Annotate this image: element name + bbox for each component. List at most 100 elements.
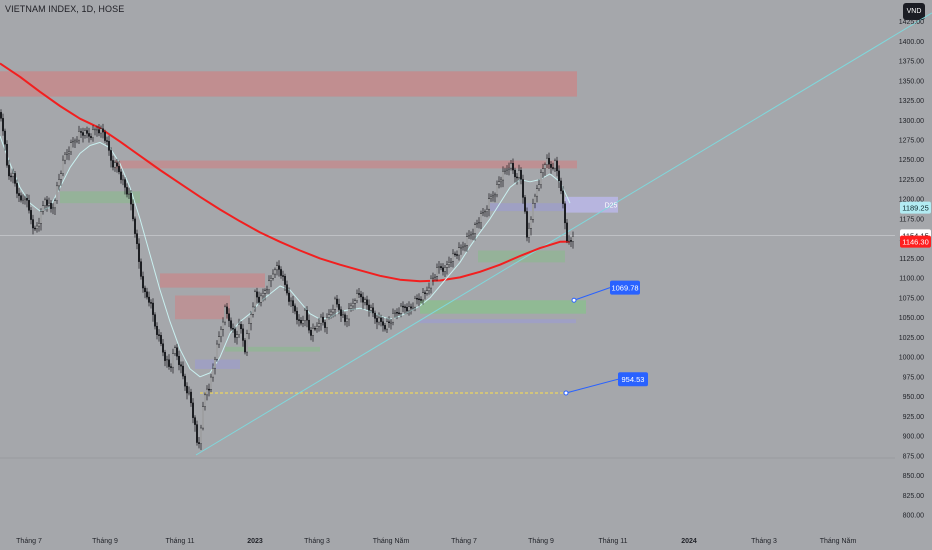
candle-body: [496, 184, 499, 196]
candle-body: [554, 160, 557, 169]
candle-body: [163, 352, 166, 361]
candle-body: [466, 236, 469, 246]
candle-body: [137, 243, 140, 262]
candle-body: [133, 218, 136, 234]
x-tick-label: Tháng 7: [16, 538, 42, 545]
candle-body: [83, 130, 86, 136]
candle-body: [440, 266, 443, 269]
candle-body: [5, 144, 8, 166]
candle-body: [446, 264, 449, 268]
candle-body: [0, 112, 2, 119]
candle-body: [32, 219, 35, 229]
chart-title: VIETNAM INDEX, 1D, HOSE: [5, 4, 125, 14]
y-tick-label: 1175.00: [899, 216, 924, 223]
candle-body: [260, 295, 263, 303]
candle-body: [81, 132, 84, 136]
candle-body: [215, 343, 218, 360]
candle-body: [145, 291, 148, 298]
candle-body: [450, 260, 453, 263]
candle-body: [119, 171, 122, 180]
candle-body: [245, 333, 248, 353]
candle-body: [428, 287, 431, 291]
candle-body: [286, 284, 289, 294]
candle-body: [40, 211, 43, 224]
candle-body: [482, 212, 485, 215]
candle-body: [538, 184, 541, 189]
candle-body: [77, 131, 80, 141]
candle-body: [282, 275, 285, 277]
y-tick-label: 1400.00: [899, 39, 924, 46]
candle-body: [464, 245, 467, 247]
callout-line: [573, 287, 611, 301]
candle-body: [3, 130, 6, 145]
candle-body: [38, 223, 41, 227]
candle-body: [290, 300, 293, 302]
candle-body: [556, 160, 559, 172]
zone-box: [225, 346, 320, 352]
candle-body: [270, 278, 273, 282]
y-tick-label: 900.00: [903, 434, 925, 441]
zone-box: [195, 359, 240, 369]
candle-body: [472, 233, 475, 235]
candle-body: [384, 325, 387, 330]
candle-body: [62, 159, 65, 174]
candle-body: [187, 391, 190, 394]
x-tick-label: Tháng Năm: [820, 538, 857, 545]
candle-body: [378, 317, 381, 323]
candle-body: [394, 312, 397, 314]
candle-body: [444, 267, 447, 272]
candle-body: [221, 321, 224, 330]
candle-body: [97, 129, 100, 134]
candle-body: [424, 292, 427, 294]
candle-body: [294, 305, 297, 312]
candle-body: [324, 322, 327, 328]
currency-button[interactable]: VND: [903, 3, 925, 20]
candle-body: [364, 299, 367, 303]
candle-body: [510, 162, 513, 169]
candle-body: [175, 347, 178, 357]
candle-body: [91, 129, 94, 138]
candle-body: [24, 197, 27, 200]
candle-body: [42, 205, 45, 212]
candle-body: [229, 320, 232, 329]
zone-label: D25: [605, 203, 618, 210]
candle-body: [219, 329, 222, 337]
y-tick-label: 1225.00: [899, 177, 924, 184]
candle-body: [149, 302, 152, 304]
candle-body: [380, 317, 383, 322]
candle-body: [34, 227, 37, 230]
candle-body: [454, 253, 457, 256]
candle-body: [500, 179, 503, 183]
candle-body: [117, 166, 120, 173]
candle-body: [552, 167, 555, 169]
candle-body: [155, 326, 158, 335]
zone-box: [60, 191, 140, 204]
candle-body: [20, 195, 23, 201]
candle-body: [498, 181, 501, 185]
candle-body: [280, 269, 283, 276]
candle-body: [504, 169, 507, 172]
candle-body: [564, 203, 567, 224]
candle-body: [326, 317, 329, 328]
candle-body: [125, 187, 128, 195]
x-tick-label: Tháng Năm: [373, 538, 410, 545]
candle-body: [388, 321, 391, 324]
candle-body: [562, 190, 565, 204]
candle-body: [28, 200, 31, 211]
candle-body: [436, 267, 439, 277]
candle-body: [422, 292, 425, 301]
candle-body: [310, 329, 313, 336]
candle-body: [54, 200, 57, 209]
candle-body: [276, 265, 279, 271]
x-tick-label: Tháng 11: [165, 538, 194, 545]
candle-body: [542, 168, 545, 173]
candle-body: [322, 316, 325, 323]
candle-body: [247, 323, 250, 334]
candle-body: [292, 300, 295, 307]
candle-body: [354, 300, 357, 304]
candle-body: [476, 223, 479, 225]
candle-body: [478, 222, 481, 224]
candle-body: [26, 197, 29, 201]
candlesticks: [0, 109, 575, 450]
